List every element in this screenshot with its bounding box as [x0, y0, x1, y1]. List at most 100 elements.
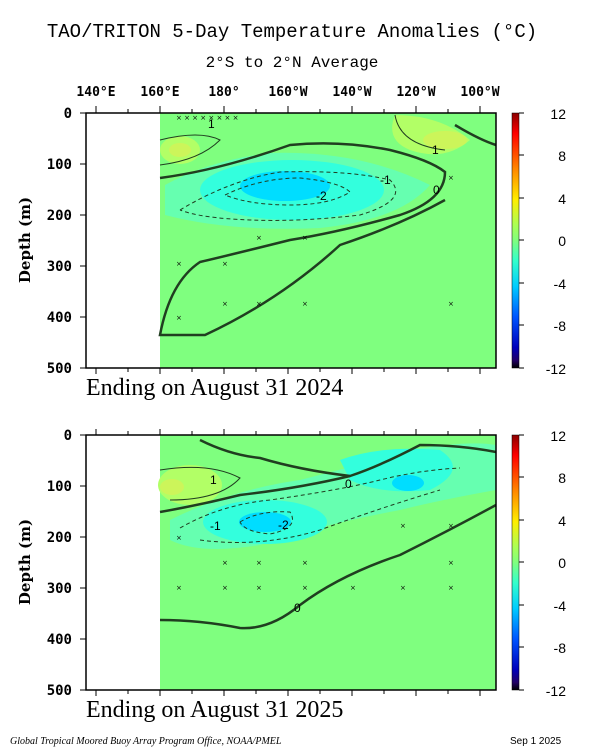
- colorbar-tick: 4: [558, 191, 566, 207]
- colorbar-tick: -4: [554, 598, 567, 614]
- y-axis-label: Depth (m): [16, 519, 34, 605]
- warm-anomaly: [158, 465, 222, 505]
- colorbar-scale: [511, 112, 520, 369]
- contour-label: 1: [210, 473, 217, 487]
- contour-label: -1: [380, 173, 391, 187]
- issue-date: Sep 1 2025: [510, 736, 562, 747]
- y-ticks: [80, 112, 86, 369]
- minus1-contour: [179, 467, 461, 529]
- figure-subtitle: 2°S to 2°N Average: [206, 54, 379, 72]
- lon-label: 100°W: [460, 85, 499, 100]
- warm-anomaly-core: [169, 143, 191, 157]
- depth-tick: 0: [64, 106, 72, 122]
- lon-label: 140°E: [76, 85, 115, 100]
- plot-frame: [85, 112, 497, 369]
- depth-tick: 200: [47, 530, 72, 546]
- svg-text:×: ×: [222, 300, 228, 308]
- plus1-contour: [159, 466, 241, 501]
- plot-frame: [85, 434, 497, 691]
- minus2-contour: [239, 511, 293, 535]
- svg-text:×: ×: [302, 559, 308, 567]
- buoy-markers: × × × × × × × × × × × × × × × × × ×: [176, 114, 454, 322]
- colorbar: 12 8 4 0 -4 -8 -12: [511, 106, 567, 377]
- figure-title: TAO/TRITON 5-Day Temperature Anomalies (…: [47, 21, 537, 43]
- zero-contour: [159, 503, 497, 630]
- panel-caption: Ending on August 31 2025: [86, 697, 343, 723]
- colorbar-tick: 8: [558, 470, 566, 486]
- colorbar-tick: -8: [554, 318, 567, 334]
- lon-label: 140°W: [332, 85, 371, 100]
- depth-tick: 0: [64, 428, 72, 444]
- cold-anomaly: [340, 448, 453, 492]
- svg-text:×: ×: [176, 534, 182, 542]
- contour-label: -1: [210, 519, 221, 533]
- svg-text:×: ×: [256, 559, 262, 567]
- colorbar-scale: [511, 434, 520, 691]
- lon-label: 160°W: [268, 85, 307, 100]
- minus2-contour: [224, 177, 351, 206]
- svg-text:×: ×: [448, 584, 454, 592]
- minus1-contour: [179, 171, 397, 221]
- svg-text:×: ×: [176, 260, 182, 268]
- panel-2024: 140°E 160°E 180° 160°W 140°W 120°W 100°W…: [16, 85, 566, 401]
- svg-text:×: ×: [448, 300, 454, 308]
- svg-text:×: ×: [448, 522, 454, 530]
- depth-tick: 100: [47, 157, 72, 173]
- y-axis-label: Depth (m): [16, 197, 34, 283]
- lon-label: 120°W: [396, 85, 435, 100]
- contour-label: 1: [432, 143, 439, 157]
- depth-tick: 500: [47, 361, 72, 377]
- colorbar-tick: -4: [554, 276, 567, 292]
- panel-caption: Ending on August 31 2024: [86, 375, 343, 401]
- credit-line: Global Tropical Moored Buoy Array Progra…: [10, 736, 282, 747]
- svg-text:× × × × × × × ×: × × × × × × × ×: [176, 114, 239, 122]
- svg-text:×: ×: [302, 234, 308, 242]
- svg-text:×: ×: [222, 260, 228, 268]
- depth-tick: 200: [47, 208, 72, 224]
- svg-text:×: ×: [350, 584, 356, 592]
- y-ticks: [80, 434, 86, 691]
- depth-tick: 300: [47, 259, 72, 275]
- depth-tick: 100: [47, 479, 72, 495]
- buoy-markers: × × × × × × × × × × × × × ×: [176, 522, 454, 592]
- svg-text:×: ×: [222, 559, 228, 567]
- depth-tick: 400: [47, 632, 72, 648]
- plus1-contour: [394, 114, 446, 151]
- svg-text:×: ×: [176, 314, 182, 322]
- contour-label: 1: [208, 117, 215, 131]
- colorbar-tick: -12: [546, 361, 566, 377]
- lon-label: 180°: [208, 85, 239, 100]
- x-ticks: [95, 106, 481, 374]
- colorbar-tick: -8: [554, 640, 567, 656]
- warm-anomaly-core: [160, 479, 184, 495]
- colorbar-tick: 4: [558, 513, 566, 529]
- zero-contour: [454, 123, 497, 147]
- svg-text:×: ×: [448, 174, 454, 182]
- panel-2025: 1 0 -1 -2 0 × × × × × × × × × × × × × × 0 100 2…: [16, 428, 566, 723]
- svg-text:×: ×: [302, 584, 308, 592]
- x-ticks: [95, 429, 481, 696]
- cold-anomaly-core: [392, 475, 424, 491]
- depth-tick: 400: [47, 310, 72, 326]
- contour-label: -2: [316, 189, 327, 203]
- contour-label: 0: [294, 601, 301, 615]
- svg-text:×: ×: [448, 559, 454, 567]
- colorbar-tick: 12: [550, 428, 566, 444]
- contour-label: 0: [433, 183, 440, 197]
- depth-tick: 300: [47, 581, 72, 597]
- cold-anomaly-core: [239, 512, 291, 532]
- contour-label: -2: [278, 518, 289, 532]
- minus1-contour: [199, 489, 441, 543]
- colorbar-tick: 12: [550, 106, 566, 122]
- svg-text:×: ×: [400, 584, 406, 592]
- svg-text:×: ×: [256, 584, 262, 592]
- colorbar-tick: -12: [546, 683, 566, 699]
- colorbar-tick: 0: [558, 555, 566, 571]
- svg-text:×: ×: [176, 584, 182, 592]
- svg-text:×: ×: [256, 234, 262, 242]
- contour-label: 0: [345, 477, 352, 491]
- lon-label: 160°E: [140, 85, 179, 100]
- zero-contour: [159, 474, 351, 514]
- colorbar: 12 8 4 0 -4 -8 -12: [511, 428, 567, 699]
